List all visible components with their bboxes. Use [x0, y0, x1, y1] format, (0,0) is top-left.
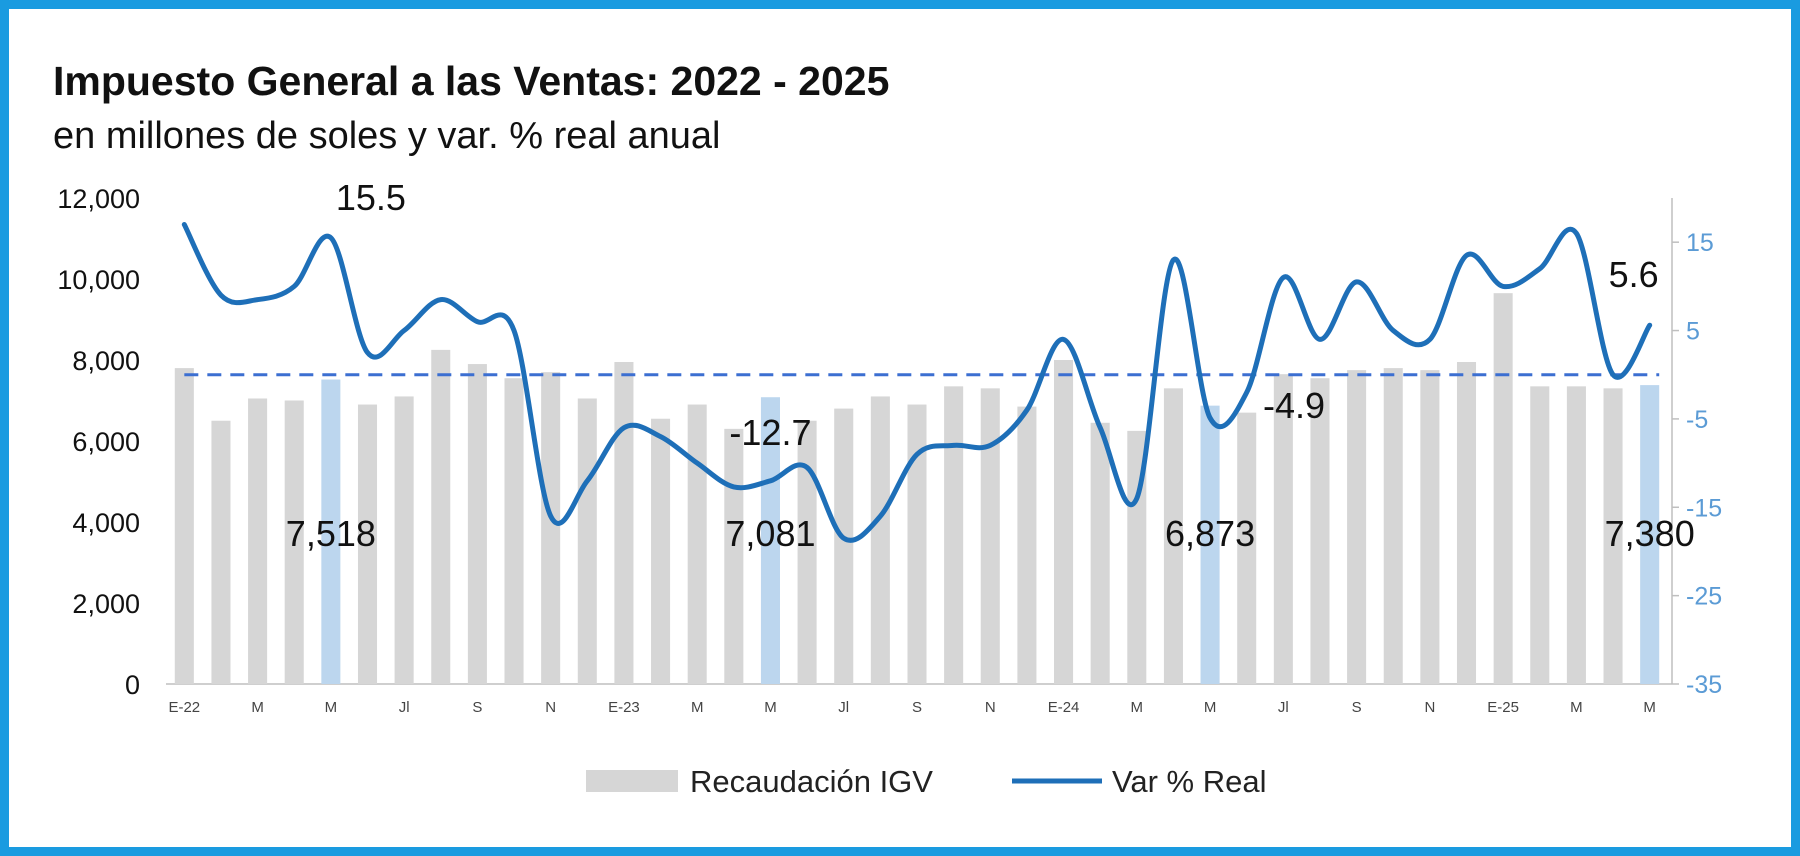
bar [724, 428, 744, 684]
x-tick-label: M [764, 699, 777, 716]
bar [614, 362, 634, 684]
bar [1090, 422, 1110, 684]
bar-highlighted [760, 397, 780, 684]
legend-swatch-bar [586, 770, 678, 792]
y-left-tick-label: 12,000 [57, 184, 140, 214]
bar [1420, 370, 1440, 684]
y-left-tick-label: 6,000 [72, 427, 140, 457]
bar [1054, 360, 1074, 684]
x-tick-label: E-24 [1048, 699, 1080, 716]
bar [1603, 388, 1623, 684]
x-tick-label: E-25 [1487, 699, 1519, 716]
x-tick-label: M [251, 699, 264, 716]
bar [1456, 362, 1477, 684]
x-tick-label: S [1352, 699, 1362, 716]
bar [1383, 368, 1403, 684]
bar-value-label: 7,380 [1605, 513, 1695, 554]
y-left-tick-label: 4,000 [72, 508, 140, 538]
line-value-label: 15.5 [336, 177, 406, 218]
bar [834, 408, 854, 684]
line-value-label: -4.9 [1263, 385, 1325, 426]
bar [248, 398, 268, 684]
x-tick-label: S [912, 699, 922, 716]
bar [504, 378, 524, 684]
bar [1530, 386, 1550, 684]
y-right-tick-label: -25 [1686, 583, 1722, 611]
x-tick-label: E-23 [608, 699, 640, 716]
y-right-tick-label: -15 [1686, 494, 1722, 522]
line-value-label: 5.6 [1609, 254, 1659, 295]
bar [1347, 370, 1367, 684]
x-tick-label: N [545, 699, 556, 716]
bar-highlighted [1200, 405, 1220, 684]
chart-subtitle: en millones de soles y var. % real anual [53, 115, 721, 157]
y-left-tick-label: 2,000 [72, 589, 140, 619]
legend-label-line: Var % Real [1112, 764, 1267, 799]
x-tick-label: M [1643, 699, 1656, 716]
line-value-label: -12.7 [729, 412, 811, 453]
bar [1310, 378, 1330, 684]
bar [870, 396, 890, 684]
x-tick-label: E-22 [168, 699, 200, 716]
x-tick-label: N [985, 699, 996, 716]
legend-label-bar: Recaudación IGV [690, 764, 933, 799]
var-real-line [181, 222, 1653, 543]
bar [284, 400, 304, 684]
bar [687, 404, 707, 684]
bar-highlighted [1640, 385, 1660, 684]
bar-value-label: 7,518 [286, 513, 376, 554]
bar [431, 349, 451, 684]
bar [394, 396, 414, 684]
x-tick-label: Jl [838, 699, 849, 716]
x-tick-label: M [1131, 699, 1144, 716]
y-left-tick-label: 8,000 [72, 346, 140, 376]
bar [1273, 374, 1293, 684]
bar [1127, 430, 1147, 684]
x-tick-label: N [1424, 699, 1435, 716]
bar [651, 418, 671, 684]
bar-value-label: 7,081 [725, 513, 815, 554]
y-left-tick-label: 10,000 [57, 265, 140, 295]
bar [357, 404, 378, 684]
bar [541, 372, 561, 684]
bar [1237, 412, 1257, 684]
y-right-tick-label: 15 [1686, 229, 1714, 257]
bar [980, 388, 1000, 684]
bar [944, 386, 964, 684]
x-tick-label: Jl [1278, 699, 1289, 716]
bar [577, 398, 597, 684]
x-tick-label: M [325, 699, 338, 716]
bar [1017, 406, 1037, 684]
bar [1493, 293, 1513, 684]
bar [1566, 386, 1586, 684]
bar [211, 420, 231, 684]
bar [907, 404, 927, 684]
bar [797, 420, 817, 684]
bar [467, 364, 487, 684]
y-right-tick-label: 5 [1686, 318, 1700, 346]
bar-value-label: 6,873 [1165, 513, 1255, 554]
x-tick-label: M [1204, 699, 1217, 716]
x-tick-label: Jl [399, 699, 410, 716]
bar-highlighted [321, 379, 341, 684]
chart-title: Impuesto General a las Ventas: 2022 - 20… [53, 58, 890, 104]
bar [1163, 388, 1183, 684]
y-right-tick-label: -35 [1686, 671, 1722, 699]
y-left-tick-label: 0 [125, 670, 140, 700]
bar [174, 368, 194, 684]
x-tick-label: S [472, 699, 482, 716]
x-tick-label: M [1570, 699, 1583, 716]
y-right-tick-label: -5 [1686, 406, 1708, 434]
x-tick-label: M [691, 699, 704, 716]
